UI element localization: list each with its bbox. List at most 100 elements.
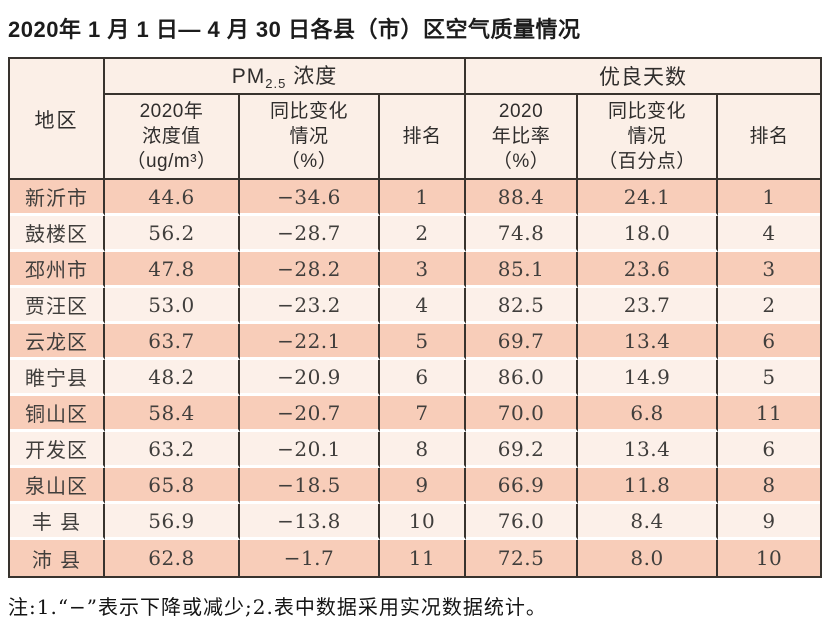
- pm25-prefix: PM: [231, 65, 266, 89]
- good-ratio-cell: 85.1: [466, 252, 579, 289]
- pm-value-cell: 48.2: [105, 360, 240, 397]
- pm-value-cell: 65.8: [105, 468, 240, 505]
- pm-change-cell: −28.2: [240, 252, 380, 289]
- pm-value-cell: 58.4: [105, 396, 240, 433]
- pm-value-cell: 63.2: [105, 432, 240, 469]
- table-row: 开发区 63.2 −20.1 8 69.2 13.4 6: [10, 432, 821, 469]
- good-rank-cell: 11: [718, 396, 821, 433]
- pm-rank-cell: 10: [380, 504, 467, 541]
- pm-change-cell: −18.5: [240, 468, 380, 505]
- good-change-cell: 23.6: [578, 252, 719, 289]
- pm-change-cell: −20.1: [240, 432, 380, 469]
- region-cell: 泉山区: [10, 468, 105, 505]
- col-header-region: 地区: [10, 59, 105, 181]
- col-header-pm-change: 同比变化 情况 （%）: [240, 95, 380, 181]
- table-row: 贾汪区 53.0 −23.2 4 82.5 23.7 2: [10, 288, 821, 325]
- good-rank-cell: 4: [718, 216, 821, 253]
- good-rank-cell: 3: [718, 252, 821, 289]
- good-rank-cell: 1: [718, 180, 821, 217]
- pm-rank-cell: 11: [380, 540, 467, 577]
- good-rank-cell: 5: [718, 360, 821, 397]
- table-header: 地区 PM2.5 浓度 优良天数 2020年 浓度值 （ug/m³） 同比变化 …: [10, 59, 821, 181]
- good-ratio-cell: 86.0: [466, 360, 579, 397]
- pm-value-cell: 47.8: [105, 252, 240, 289]
- pm-rank-cell: 5: [380, 324, 467, 361]
- table-row: 睢宁县 48.2 −20.9 6 86.0 14.9 5: [10, 360, 821, 397]
- good-change-cell: 18.0: [578, 216, 719, 253]
- table-row: 泉山区 65.8 −18.5 9 66.9 11.8 8: [10, 468, 821, 505]
- region-cell: 贾汪区: [10, 288, 105, 325]
- good-rank-cell: 2: [718, 288, 821, 325]
- pm-change-cell: −28.7: [240, 216, 380, 253]
- pm-change-cell: −13.8: [240, 504, 380, 541]
- region-cell: 铜山区: [10, 396, 105, 433]
- pm-rank-cell: 8: [380, 432, 467, 469]
- pm-value-cell: 56.9: [105, 504, 240, 541]
- pm-rank-cell: 6: [380, 360, 467, 397]
- pm-change-cell: −23.2: [240, 288, 380, 325]
- good-change-cell: 23.7: [578, 288, 719, 325]
- group-header-good-days: 优良天数: [466, 59, 821, 95]
- good-rank-cell: 8: [718, 468, 821, 505]
- pm25-suffix: 浓度: [286, 65, 338, 89]
- good-rank-cell: 6: [718, 432, 821, 469]
- sub-header-row: 2020年 浓度值 （ug/m³） 同比变化 情况 （%） 排名 2020 年比…: [10, 95, 821, 181]
- good-change-cell: 8.4: [578, 504, 719, 541]
- good-ratio-cell: 66.9: [466, 468, 579, 505]
- good-ratio-cell: 69.2: [466, 432, 579, 469]
- pm-rank-cell: 9: [380, 468, 467, 505]
- region-cell: 新沂市: [10, 180, 105, 217]
- pm-value-cell: 62.8: [105, 540, 240, 577]
- pm-change-cell: −1.7: [240, 540, 380, 577]
- pm-change-cell: −22.1: [240, 324, 380, 361]
- table-body: 新沂市 44.6 −34.6 1 88.4 24.1 1 鼓楼区 56.2 −2…: [10, 180, 821, 577]
- table-row: 沛 县 62.8 −1.7 11 72.5 8.0 10: [10, 540, 821, 577]
- region-cell: 鼓楼区: [10, 216, 105, 253]
- table-row: 云龙区 63.7 −22.1 5 69.7 13.4 6: [10, 324, 821, 361]
- good-rank-cell: 6: [718, 324, 821, 361]
- good-change-cell: 6.8: [578, 396, 719, 433]
- pm25-subscript: 2.5: [265, 76, 287, 92]
- region-cell: 丰 县: [10, 504, 105, 541]
- pm-value-cell: 63.7: [105, 324, 240, 361]
- good-rank-cell: 9: [718, 504, 821, 541]
- pm-change-cell: −34.6: [240, 180, 380, 217]
- good-change-cell: 8.0: [578, 540, 719, 577]
- good-change-cell: 11.8: [578, 468, 719, 505]
- col-header-good-ratio: 2020 年比率 （%）: [466, 95, 579, 181]
- air-quality-table: 地区 PM2.5 浓度 优良天数 2020年 浓度值 （ug/m³） 同比变化 …: [8, 57, 823, 579]
- table-row: 邳州市 47.8 −28.2 3 85.1 23.6 3: [10, 252, 821, 289]
- pm-rank-cell: 3: [380, 252, 467, 289]
- good-ratio-cell: 88.4: [466, 180, 579, 217]
- table-row: 新沂市 44.6 −34.6 1 88.4 24.1 1: [10, 180, 821, 217]
- good-change-cell: 14.9: [578, 360, 719, 397]
- good-ratio-cell: 82.5: [466, 288, 579, 325]
- col-header-pm-value: 2020年 浓度值 （ug/m³）: [105, 95, 240, 181]
- pm-rank-cell: 2: [380, 216, 467, 253]
- region-cell: 云龙区: [10, 324, 105, 361]
- good-change-cell: 24.1: [578, 180, 719, 217]
- table-row: 鼓楼区 56.2 −28.7 2 74.8 18.0 4: [10, 216, 821, 253]
- good-change-cell: 13.4: [578, 432, 719, 469]
- pm-value-cell: 56.2: [105, 216, 240, 253]
- good-ratio-cell: 72.5: [466, 540, 579, 577]
- good-ratio-cell: 76.0: [466, 504, 579, 541]
- region-cell: 沛 县: [10, 540, 105, 577]
- col-header-good-rank: 排名: [718, 95, 821, 181]
- table-row: 丰 县 56.9 −13.8 10 76.0 8.4 9: [10, 504, 821, 541]
- good-change-cell: 13.4: [578, 324, 719, 361]
- pm-value-cell: 44.6: [105, 180, 240, 217]
- region-cell: 开发区: [10, 432, 105, 469]
- pm-rank-cell: 1: [380, 180, 467, 217]
- page-title: 2020年 1 月 1 日— 4 月 30 日各县（市）区空气质量情况: [8, 17, 581, 42]
- footnote: 注:1.“−”表示下降或减少;2.表中数据采用实况数据统计。: [8, 595, 547, 620]
- pm-rank-cell: 4: [380, 288, 467, 325]
- pm-change-cell: −20.9: [240, 360, 380, 397]
- good-ratio-cell: 70.0: [466, 396, 579, 433]
- pm-rank-cell: 7: [380, 396, 467, 433]
- group-header-row: 地区 PM2.5 浓度 优良天数: [10, 59, 821, 181]
- region-cell: 邳州市: [10, 252, 105, 289]
- col-header-good-change: 同比变化 情况 （百分点）: [578, 95, 719, 181]
- group-header-pm25: PM2.5 浓度: [105, 59, 467, 95]
